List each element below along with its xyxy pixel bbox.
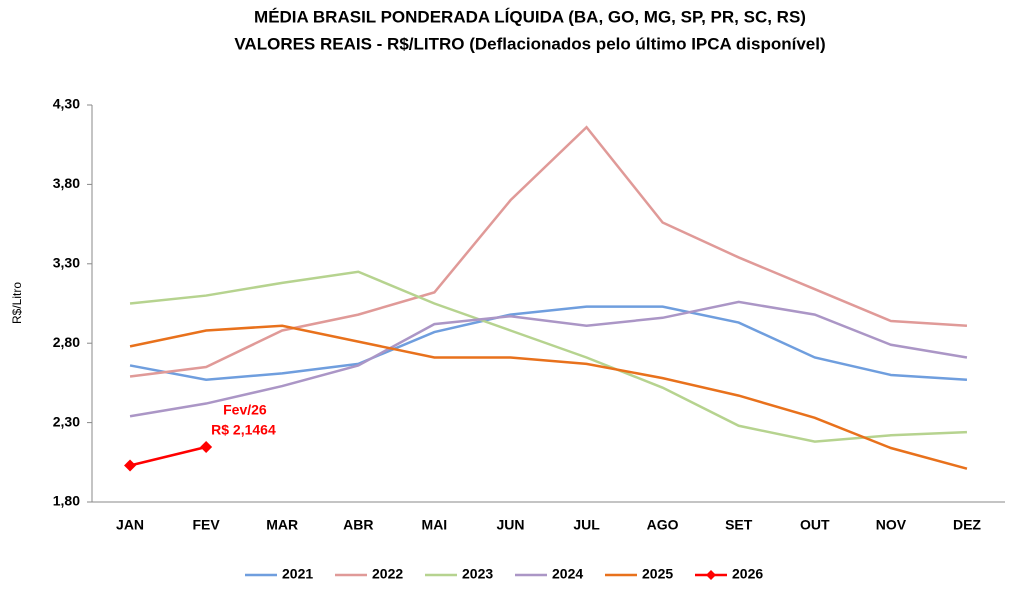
x-tick-label: OUT — [800, 517, 830, 533]
value-label: R$ 2,1464 — [211, 422, 276, 438]
x-tick-label: NOV — [876, 517, 907, 533]
legend-label: 2023 — [462, 566, 493, 582]
y-tick-label: 3,80 — [53, 175, 80, 191]
x-tick-label: SET — [725, 517, 753, 533]
point-marker — [200, 440, 213, 453]
point-marker — [124, 459, 137, 472]
series-line — [129, 270, 968, 443]
legend-marker — [706, 570, 716, 580]
series-line — [129, 445, 207, 467]
x-tick-label: AGO — [647, 517, 679, 533]
y-tick-label: 3,30 — [53, 255, 80, 271]
y-tick-label: 4,30 — [53, 96, 80, 112]
series-line — [129, 305, 968, 381]
legend-label: 2025 — [642, 566, 673, 582]
legend-label: 2024 — [552, 566, 583, 582]
y-axis-label: R$/Litro — [10, 282, 24, 324]
annotation: Fev/26 — [223, 402, 267, 418]
x-tick-label: MAI — [422, 517, 448, 533]
legend-label: 2022 — [372, 566, 403, 582]
legend-label: 2026 — [732, 566, 763, 582]
legend-label: 2021 — [282, 566, 313, 582]
x-tick-label: JUL — [573, 517, 600, 533]
x-tick-label: JUN — [496, 517, 524, 533]
series-line — [129, 324, 968, 470]
series-line — [129, 125, 968, 378]
y-tick-label: 2,30 — [53, 413, 80, 429]
y-tick-label: 1,80 — [53, 493, 80, 509]
x-tick-label: JAN — [116, 517, 144, 533]
series-line — [129, 300, 968, 418]
y-tick-label: 2,80 — [53, 334, 80, 350]
chart-title: MÉDIA BRASIL PONDERADA LÍQUIDA (BA, GO, … — [254, 7, 806, 26]
x-tick-label: ABR — [343, 517, 373, 533]
x-tick-label: FEV — [193, 517, 221, 533]
x-tick-label: DEZ — [953, 517, 981, 533]
x-tick-label: MAR — [266, 517, 298, 533]
chart-subtitle: VALORES REAIS - R$/LITRO (Deflacionados … — [234, 34, 825, 53]
